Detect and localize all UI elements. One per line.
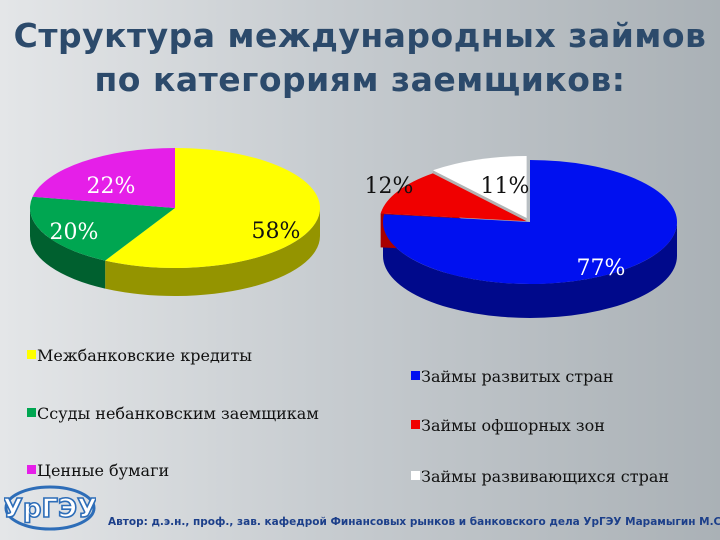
legend-item-developing: Займы развивающихся стран	[411, 467, 669, 486]
pie-data-label: 22%	[87, 174, 136, 199]
pie-chart-borrowers: 58% 20% 22%	[30, 148, 320, 296]
pie-slice-займы-офшорных-зон	[380, 173, 527, 222]
legend-item-developed: Займы развитых стран	[411, 367, 614, 386]
pie-data-label: 11%	[481, 174, 530, 199]
slide-title: Структура международных займов по катего…	[0, 14, 720, 102]
title-line-1: Структура международных займов	[13, 16, 707, 55]
pie-data-label: 58%	[252, 219, 301, 244]
legend-item-interbank: Межбанковские кредиты	[27, 346, 252, 365]
pie-slice-ценные-бумаги	[32, 148, 176, 208]
pie-data-label: 77%	[577, 256, 626, 281]
legend-label: Займы развитых стран	[421, 367, 614, 386]
university-logo: УрГЭУ	[4, 485, 96, 531]
pie-slice-займы-развитых-стран	[382, 160, 677, 284]
legend-label: Ссуды небанковским заемщикам	[37, 404, 319, 423]
logo-ring	[4, 485, 96, 531]
legend-swatch	[27, 465, 36, 474]
legend-label: Займы офшорных зон	[421, 416, 605, 435]
legend-label: Займы развивающихся стран	[421, 467, 670, 486]
title-line-2: по категориям заемщиков:	[94, 60, 626, 99]
legend-label: Ценные бумаги	[37, 461, 170, 480]
pie-side-межбанковские-кредиты	[105, 208, 320, 296]
pie-slice-ссуды-небанковским-заемщикам	[30, 196, 175, 261]
legend-item-offshore: Займы офшорных зон	[411, 416, 605, 435]
pie-chart-loan-sources: 77% 12% 11%	[365, 156, 677, 318]
legend-swatch	[27, 350, 36, 359]
pie-data-label: 12%	[365, 174, 414, 199]
pie-slice-межбанковские-кредиты	[105, 148, 320, 268]
author-credit: Автор: д.э.н., проф., зав. кафедрой Фина…	[108, 516, 720, 528]
legend-swatch	[411, 371, 420, 380]
logo-text: УрГЭУ	[4, 494, 96, 524]
legend-swatch	[27, 408, 36, 417]
pie-slice-займы-развивающихся-стран	[432, 156, 527, 219]
legend-swatch	[411, 471, 420, 480]
legend-item-nonbank-loans: Ссуды небанковским заемщикам	[27, 404, 319, 423]
pie-side-займы-развитых-стран	[383, 222, 677, 318]
pie-data-label: 20%	[50, 220, 99, 245]
legend-label: Межбанковские кредиты	[37, 346, 253, 365]
pie-side-ссуды-небанковским-заемщикам	[30, 208, 106, 289]
legend-swatch	[411, 420, 420, 429]
legend-item-securities: Ценные бумаги	[27, 461, 169, 480]
